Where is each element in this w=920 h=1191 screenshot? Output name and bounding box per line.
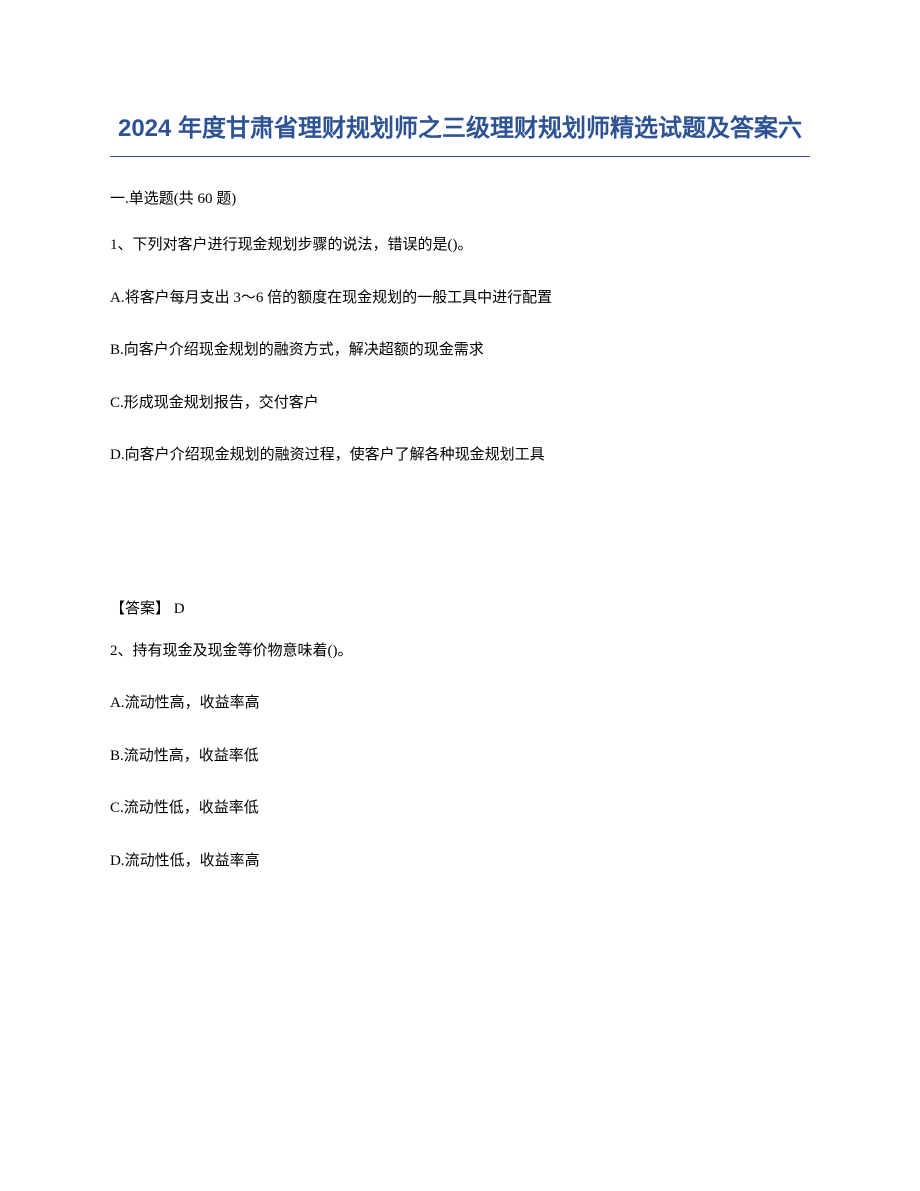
question2-option-c: C.流动性低，收益率低 xyxy=(110,797,810,820)
question1-option-c: C.形成现金规划报告，交付客户 xyxy=(110,392,810,415)
question2-option-d: D.流动性低，收益率高 xyxy=(110,850,810,873)
document-title: 2024 年度甘肃省理财规划师之三级理财规划师精选试题及答案六 xyxy=(110,110,810,148)
question1-option-b: B.向客户介绍现金规划的融资方式，解决超额的现金需求 xyxy=(110,339,810,362)
question2-stem: 2、持有现金及现金等价物意味着()。 xyxy=(110,640,810,663)
section-header: 一.单选题(共 60 题) xyxy=(110,187,810,208)
title-underline xyxy=(110,156,810,157)
question2-option-b: B.流动性高，收益率低 xyxy=(110,745,810,768)
question1-stem: 1、下列对客户进行现金规划步骤的说法，错误的是()。 xyxy=(110,234,810,257)
question1-option-a: A.将客户每月支出 3～6 倍的额度在现金规划的一般工具中进行配置 xyxy=(110,287,810,310)
question2-option-a: A.流动性高，收益率高 xyxy=(110,692,810,715)
question1-option-d: D.向客户介绍现金规划的融资过程，使客户了解各种现金规划工具 xyxy=(110,444,810,467)
question1-answer: 【答案】 D xyxy=(110,597,810,618)
